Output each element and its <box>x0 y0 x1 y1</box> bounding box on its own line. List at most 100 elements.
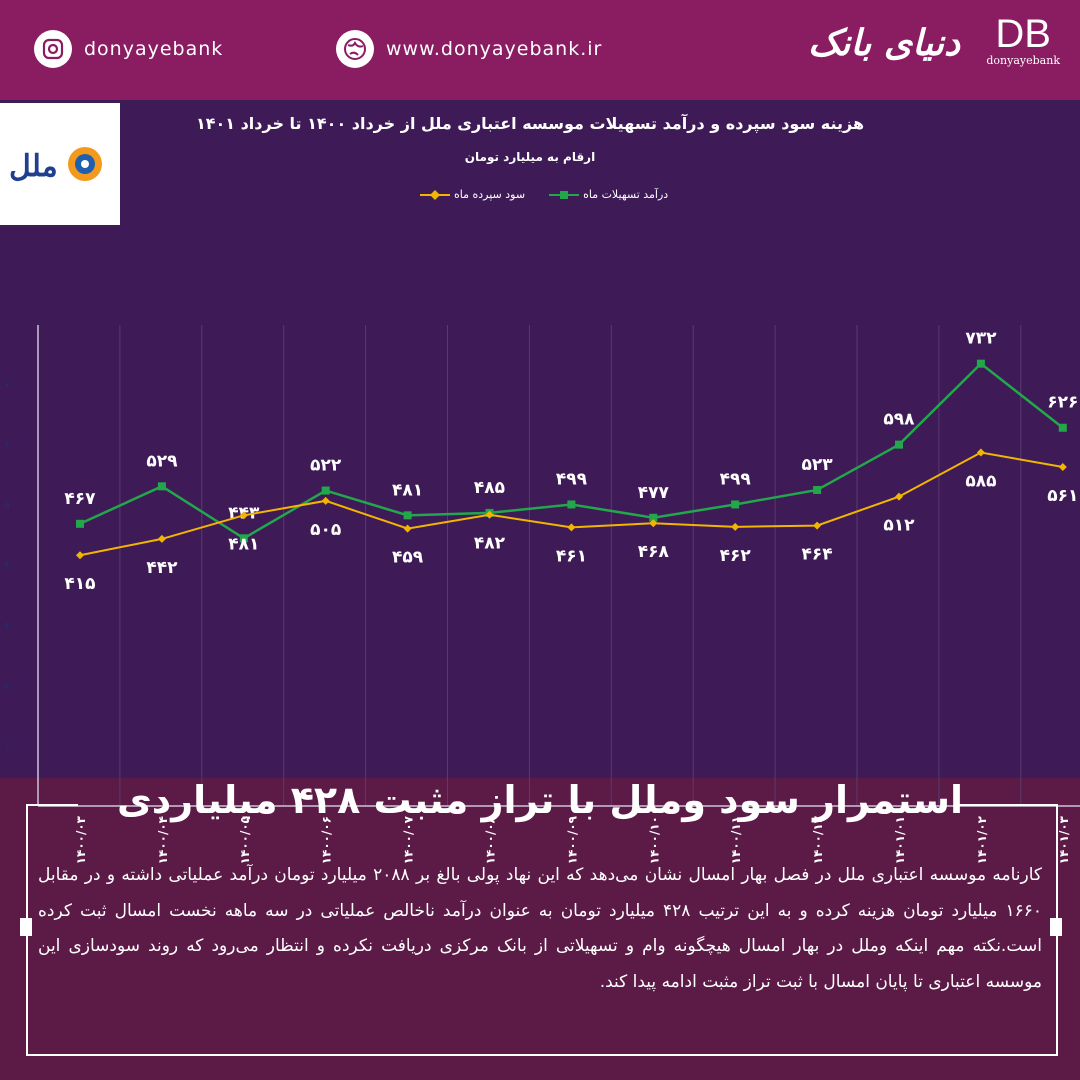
instagram-icon <box>34 30 72 68</box>
x-tick-label: ۱۴۰۰/۱۲ <box>811 815 825 864</box>
data-point <box>403 524 412 533</box>
y-tick-label: ۵۰۰ <box>5 501 20 511</box>
website-url: www.donyayebank.ir <box>386 38 603 60</box>
y-tick-label: ۴۰۰ <box>5 561 20 571</box>
instagram-handle: donyayebank <box>84 38 224 60</box>
data-point <box>895 492 903 501</box>
brand-logo-text: DB <box>995 12 1051 56</box>
data-label: ۵۲۳ <box>802 455 834 475</box>
x-tick-label: ۱۴۰۰/۰۴ <box>156 816 170 864</box>
data-label: ۴۶۲ <box>720 546 752 566</box>
article-body: کارنامه موسسه اعتباری ملل در فصل بهار ام… <box>38 865 1042 992</box>
data-label: ۵۰۵ <box>310 520 341 540</box>
frame-marker <box>20 918 32 936</box>
chart-subtitle: ارقام به میلیارد تومان <box>464 150 596 164</box>
data-label: ۴۶۷ <box>64 489 96 509</box>
y-tick-label: ۶۰۰ <box>5 440 20 450</box>
data-point <box>1058 462 1067 471</box>
y-tick-label: ۰ <box>10 803 15 813</box>
data-label: ۴۹۹ <box>556 469 588 489</box>
data-point <box>1058 423 1067 432</box>
data-label: ۵۶۱ <box>1047 486 1078 506</box>
frame-marker <box>1050 918 1062 936</box>
instagram-link[interactable]: donyayebank <box>34 30 223 68</box>
x-tick-label: ۱۴۰۰/۰۸ <box>484 815 498 864</box>
frame-line <box>26 804 78 806</box>
x-tick-label: ۱۴۰۰/۱۱ <box>729 816 743 864</box>
y-tick-label: ۳۰۰ <box>5 622 20 632</box>
data-label: ۴۹۹ <box>720 469 752 489</box>
brand-persian: دنیای بانک <box>808 22 960 64</box>
data-label: ۴۸۱ <box>228 534 259 554</box>
website-link[interactable]: www.donyayebank.ir <box>336 30 602 68</box>
chart-panel: ملل هزینه سود سپرده و درآمد تسهیلات موسس… <box>0 100 1080 864</box>
x-tick-label: ۱۴۰۱/۰۲ <box>975 815 989 864</box>
data-point <box>403 511 412 520</box>
data-point <box>239 511 248 520</box>
brand-logo: DB donyayebank <box>986 14 1060 67</box>
data-label: ۴۶۸ <box>638 542 670 562</box>
legend-label-deposit: سود سپرده ماه <box>454 188 526 201</box>
data-label: ۴۵۹ <box>392 548 424 568</box>
data-point <box>976 448 985 457</box>
data-label: ۵۹۸ <box>883 410 915 430</box>
data-label: ۴۸۲ <box>474 534 506 554</box>
data-point <box>321 486 330 495</box>
article-section: استمرار سود وملل با تراز مثبت ۴۲۸ میلیار… <box>0 778 1080 1080</box>
data-label: ۷۳۲ <box>965 329 997 349</box>
y-tick-label: ۲۰۰ <box>5 682 20 692</box>
data-point <box>813 521 822 530</box>
data-label: ۵۲۲ <box>310 456 342 476</box>
legend-item-income: درآمد تسهیلات ماه <box>549 188 668 201</box>
x-tick-label: ۱۴۰۰/۰۹ <box>565 815 579 864</box>
data-point <box>731 500 740 509</box>
globe-icon <box>336 30 374 68</box>
legend-label-income: درآمد تسهیلات ماه <box>583 188 669 201</box>
data-label: ۴۸۵ <box>474 478 505 498</box>
data-point <box>649 513 658 522</box>
x-tick-label: ۱۴۰۰/۰۵ <box>238 816 252 864</box>
y-tick-label: ۷۰۰ <box>5 380 20 390</box>
data-point <box>76 551 84 560</box>
data-point <box>649 519 658 528</box>
data-point <box>157 534 166 543</box>
svg-text:ملل: ملل <box>9 149 58 184</box>
data-label: ۶۲۶ <box>1047 393 1078 413</box>
data-point <box>976 359 985 368</box>
x-tick-label: ۱۴۰۰/۰۶ <box>320 816 334 864</box>
x-tick-label: ۱۴۰۱/۰۳ <box>1057 815 1071 864</box>
data-label: ۴۴۲ <box>146 558 178 578</box>
data-label: ۵۸۵ <box>965 471 996 491</box>
line-chart: ۰ ۱۰۰ ۲۰۰ ۳۰۰ ۴۰۰ ۵۰۰ ۶۰۰ ۷۰۰ ۱۴۰۰/۰۳ ۱۴۰۰/۰۴ ۱۴۰۰… <box>5 325 1080 864</box>
article-headline: استمرار سود وملل با تراز مثبت ۴۲۸ میلیار… <box>116 778 964 822</box>
data-point <box>813 485 822 494</box>
melal-logo-icon: ملل <box>9 147 102 184</box>
data-label: ۵۲۹ <box>146 451 178 471</box>
header-bar: donyayebank www.donyayebank.ir دنیای بان… <box>0 0 1080 100</box>
frame-line <box>958 804 1058 806</box>
data-point <box>895 440 903 449</box>
data-label: ۴۷۷ <box>638 483 670 503</box>
chart-legend: درآمد تسهیلات ماه سود سپرده ماه <box>420 188 668 201</box>
brand-logo-sub: donyayebank <box>986 54 1060 67</box>
melal-logo: ملل <box>0 103 120 225</box>
legend-item-deposit: سود سپرده ماه <box>420 188 525 201</box>
y-tick-label: ۱۰۰ <box>5 743 20 753</box>
data-point <box>239 534 248 543</box>
x-tick-label: ۱۴۰۰/۰۷ <box>402 815 416 864</box>
data-point <box>76 519 84 528</box>
data-label: ۴۶۱ <box>556 546 587 566</box>
x-tick-label: ۱۴۰۱/۰۱ <box>893 816 907 864</box>
data-point <box>731 522 740 531</box>
x-tick-label: ۱۴۰۰/۱۰ <box>647 816 661 864</box>
data-point <box>157 482 166 491</box>
data-label: ۴۸۱ <box>392 480 423 500</box>
data-label: ۴۶۴ <box>802 545 833 565</box>
data-label: ۵۱۲ <box>883 516 915 536</box>
x-tick-label: ۱۴۰۰/۰۳ <box>74 815 88 864</box>
chart-title: هزینه سود سپرده و درآمد تسهیلات موسسه اع… <box>195 114 865 133</box>
data-point <box>567 523 576 532</box>
data-point <box>321 496 330 505</box>
data-point <box>567 500 576 509</box>
data-label: ۴۱۵ <box>64 574 95 594</box>
